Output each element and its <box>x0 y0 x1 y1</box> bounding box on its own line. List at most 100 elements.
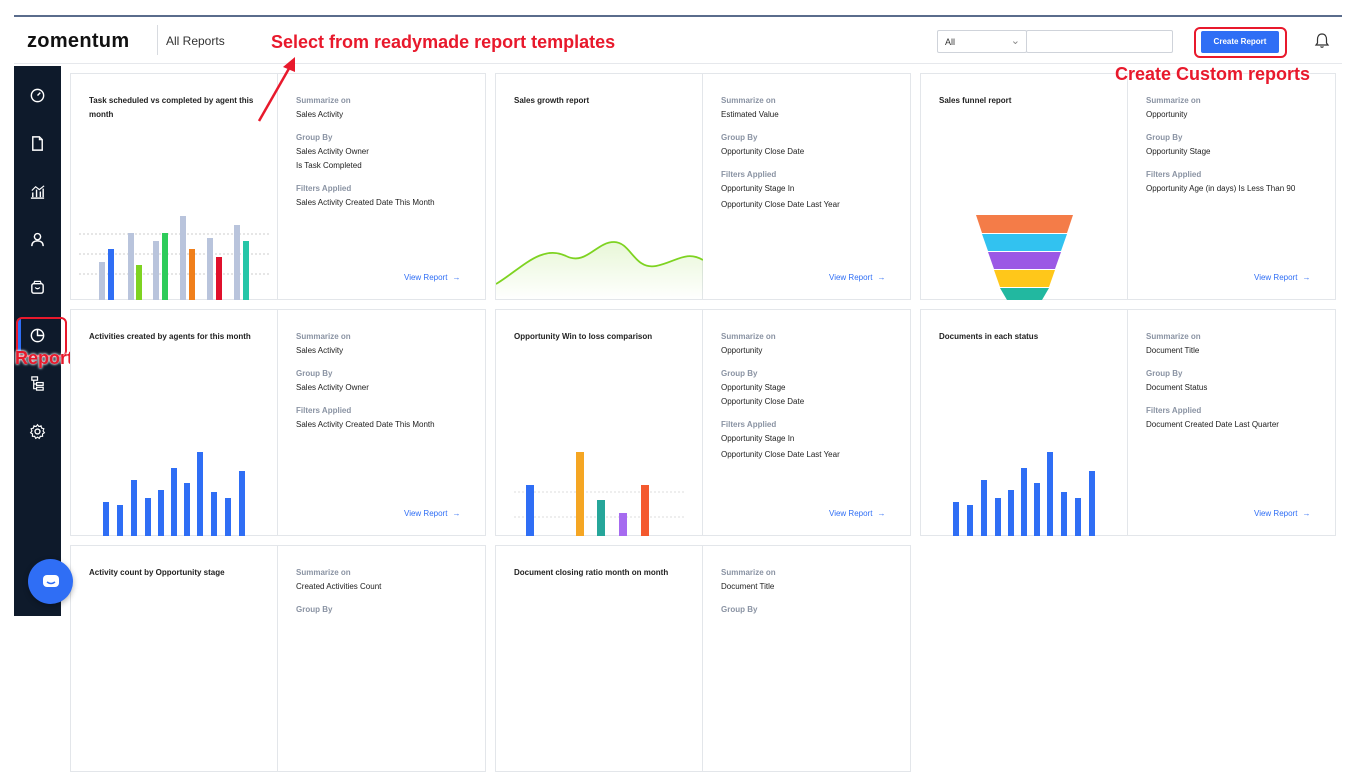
templates-annotation: Select from readymade report templates <box>271 32 616 52</box>
reports-pie-icon[interactable] <box>14 321 61 349</box>
dashboard-icon[interactable] <box>14 81 61 109</box>
chart-bar <box>153 241 159 300</box>
summarize-label: Summarize on <box>1146 96 1201 105</box>
group-by-label: Group By <box>721 133 758 142</box>
card-details: Summarize on Opportunity Group By Opportuni… <box>1146 94 1331 196</box>
view-report-link[interactable]: View Report → <box>404 509 460 518</box>
chart-bar <box>189 249 195 300</box>
chart-bar <box>225 498 231 536</box>
reports-annotation: Reports <box>15 348 84 368</box>
chart-bar <box>1008 490 1014 536</box>
grouped-bar-chart <box>79 216 269 300</box>
arrow-right-icon: → <box>1302 509 1311 518</box>
group-by-label: Group By <box>296 133 333 142</box>
chart-bar <box>103 502 109 536</box>
card-preview: Documents in each status <box>921 310 1128 536</box>
chart-bar <box>180 216 186 300</box>
group-by-value: Opportunity Stage <box>721 383 786 392</box>
summarize-value: Document Title <box>1146 346 1200 355</box>
view-report-link[interactable]: View Report → <box>829 509 885 518</box>
report-card[interactable]: Activity count by Opportunity stage Summa… <box>70 545 486 772</box>
group-by-label: Group By <box>1146 133 1183 142</box>
card-details: Summarize on Document Title Group By <box>721 566 906 617</box>
chat-icon <box>42 574 59 587</box>
chart-bar <box>145 498 151 536</box>
view-report-link[interactable]: View Report → <box>1254 273 1310 282</box>
summarize-label: Summarize on <box>721 96 776 105</box>
chart-bar <box>1089 471 1095 536</box>
active-indicator <box>18 319 21 353</box>
chart-bar <box>117 505 123 536</box>
chart-bar <box>967 505 973 536</box>
report-card[interactable]: Activities created by agents for this mo… <box>70 309 486 536</box>
filter-value: Opportunity Stage In <box>721 184 795 193</box>
settings-icon[interactable] <box>14 417 61 445</box>
box-icon[interactable] <box>14 273 61 301</box>
chart-bar <box>234 225 240 300</box>
header-divider <box>157 25 158 55</box>
card-details: Summarize on Opportunity Group By Opportuni… <box>721 330 906 462</box>
filter-select[interactable]: All ⌄ <box>937 30 1027 53</box>
card-preview: Document closing ratio month on month <box>496 546 703 771</box>
view-report-label: View Report <box>404 273 448 282</box>
group-by-value: Sales Activity Owner <box>296 147 369 156</box>
report-card[interactable]: Documents in each status Summarize on Docu… <box>920 309 1336 536</box>
filters-label: Filters Applied <box>296 406 352 415</box>
document-icon[interactable] <box>14 129 61 157</box>
create-report-button[interactable]: Create Report <box>1201 31 1279 53</box>
filter-value: Document Created Date Last Quarter <box>1146 420 1279 429</box>
custom-reports-annotation: Create Custom reports <box>1115 64 1311 84</box>
view-report-label: View Report <box>1254 509 1298 518</box>
chart-bar <box>619 513 627 536</box>
summarize-value: Created Activities Count <box>296 582 382 591</box>
search-input[interactable] <box>1026 30 1173 53</box>
chart-bar <box>211 492 217 536</box>
filter-value: Sales Activity Created Date This Month <box>296 198 435 207</box>
card-details: Summarize on Created Activities Count Grou… <box>296 566 481 617</box>
breadcrumb: All Reports <box>166 34 225 48</box>
chart-bar <box>239 471 245 536</box>
filters-label: Filters Applied <box>721 420 777 429</box>
chart-bar <box>995 498 1001 536</box>
card-preview: Sales funnel report <box>921 74 1128 300</box>
card-preview: Activity count by Opportunity stage <box>71 546 278 771</box>
group-by-value: Document Status <box>1146 383 1208 392</box>
arrow-right-icon: → <box>452 273 461 282</box>
chart-bar <box>128 233 134 300</box>
card-details: Summarize on Sales Activity Group By Sales … <box>296 330 481 432</box>
user-icon[interactable] <box>14 225 61 253</box>
hierarchy-icon[interactable] <box>14 369 61 397</box>
funnel-chart <box>976 215 1073 300</box>
view-report-link[interactable]: View Report → <box>1254 509 1310 518</box>
create-button-highlight <box>1194 27 1287 58</box>
card-title: Document closing ratio month on month <box>514 568 669 577</box>
chart-bar <box>171 468 177 536</box>
filter-value: Opportunity Close Date Last Year <box>721 450 840 459</box>
bell-icon[interactable] <box>1312 31 1332 51</box>
report-card[interactable]: Opportunity Win to loss comparison Summar… <box>495 309 911 536</box>
summarize-value: Sales Activity <box>296 110 344 119</box>
chart-bar <box>136 265 142 300</box>
chat-button[interactable] <box>28 559 73 604</box>
bar-chart <box>514 452 684 536</box>
view-report-link[interactable]: View Report → <box>829 273 885 282</box>
summarize-label: Summarize on <box>721 332 776 341</box>
bar-chart <box>103 452 245 536</box>
report-card[interactable]: Task scheduled vs completed by agent thi… <box>70 73 486 300</box>
view-report-link[interactable]: View Report → <box>404 273 460 282</box>
arrow-right-icon: → <box>877 273 886 282</box>
report-card[interactable]: Sales growth report Summarize on Estimated… <box>495 73 911 300</box>
card-details: Summarize on Sales Activity Group By Sales … <box>296 94 481 210</box>
chart-icon[interactable] <box>14 177 61 205</box>
summarize-label: Summarize on <box>296 96 351 105</box>
card-title: Task scheduled vs completed by agent thi… <box>89 96 254 119</box>
group-by-label: Group By <box>721 369 758 378</box>
view-report-label: View Report <box>829 509 873 518</box>
chart-bar <box>597 500 605 536</box>
report-card[interactable]: Document closing ratio month on month Sum… <box>495 545 911 772</box>
chart-bar <box>184 483 190 536</box>
report-card[interactable]: Sales funnel report Summarize on Opportuni… <box>920 73 1336 300</box>
chart-bar <box>526 485 534 536</box>
group-by-value: Opportunity Close Date <box>721 397 805 406</box>
group-by-label: Group By <box>296 605 333 614</box>
